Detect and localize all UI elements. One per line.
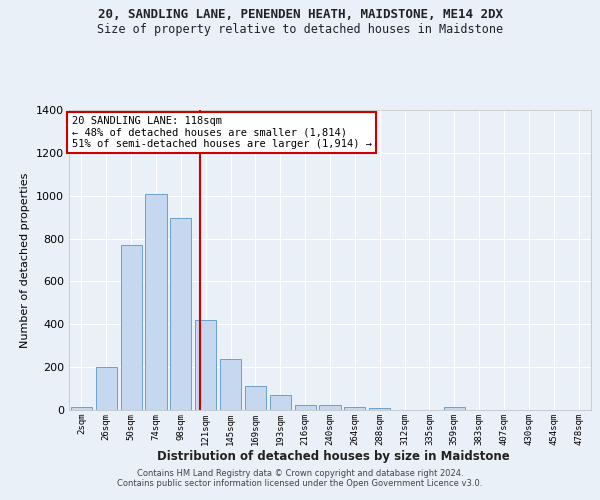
Text: Contains public sector information licensed under the Open Government Licence v3: Contains public sector information licen… <box>118 478 482 488</box>
Bar <box>195 320 216 410</box>
Bar <box>96 367 117 410</box>
Text: Contains HM Land Registry data © Crown copyright and database right 2024.: Contains HM Land Registry data © Crown c… <box>137 468 463 477</box>
Bar <box>295 404 316 410</box>
Bar <box>121 245 142 410</box>
Bar <box>170 218 191 410</box>
Bar <box>270 395 291 410</box>
Text: 20, SANDLING LANE, PENENDEN HEATH, MAIDSTONE, ME14 2DX: 20, SANDLING LANE, PENENDEN HEATH, MAIDS… <box>97 8 503 20</box>
Bar <box>220 358 241 410</box>
Y-axis label: Number of detached properties: Number of detached properties <box>20 172 31 348</box>
Text: Size of property relative to detached houses in Maidstone: Size of property relative to detached ho… <box>97 22 503 36</box>
Bar <box>245 386 266 410</box>
Bar <box>71 407 92 410</box>
Bar <box>444 407 465 410</box>
Text: Distribution of detached houses by size in Maidstone: Distribution of detached houses by size … <box>157 450 509 463</box>
Bar <box>344 407 365 410</box>
Bar <box>319 404 341 410</box>
Text: 20 SANDLING LANE: 118sqm
← 48% of detached houses are smaller (1,814)
51% of sem: 20 SANDLING LANE: 118sqm ← 48% of detach… <box>71 116 371 149</box>
Bar <box>145 194 167 410</box>
Bar <box>369 408 390 410</box>
